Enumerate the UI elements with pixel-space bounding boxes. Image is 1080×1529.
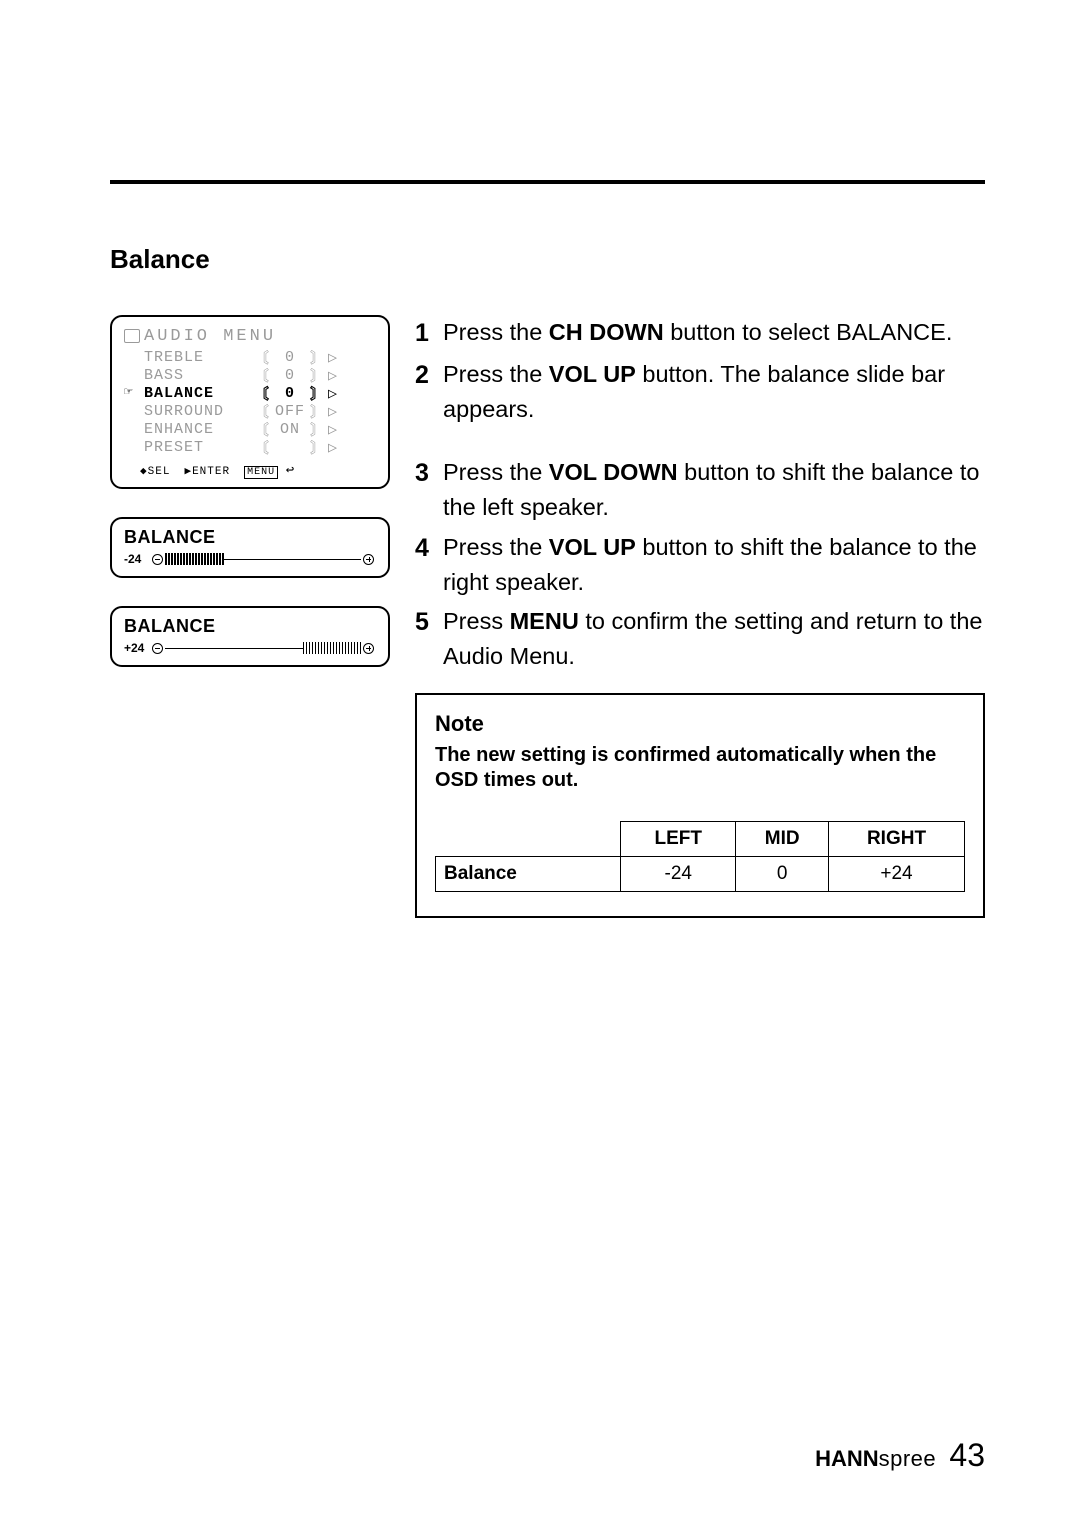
osd-row-value: ON [270,421,310,438]
note-title: Note [435,711,965,737]
page: Balance AUDIO MENU TREBLE〘0〙▷BASS〘0〙▷BAL… [110,180,985,1439]
content-columns: AUDIO MENU TREBLE〘0〙▷BASS〘0〙▷BALANCE〘0〙▷… [110,315,985,918]
balance-value: +24 [124,641,150,655]
step-number: 5 [415,604,443,675]
chevron-right-icon: ▷ [326,348,340,367]
step-number: 2 [415,357,443,428]
balance-slider-row: +24 [124,641,376,655]
slider-ticks [303,642,362,654]
row-label: Balance [436,856,621,891]
osd-row-label: TREBLE [144,349,254,366]
chevron-right-icon: ▷ [326,366,340,385]
table-header-row: LEFT MID RIGHT [436,821,965,856]
minus-icon [152,554,163,565]
osd-rows: TREBLE〘0〙▷BASS〘0〙▷BALANCE〘0〙▷SURROUND〘OF… [122,348,378,456]
osd-row-bass: BASS〘0〙▷ [144,366,378,384]
col-left: LEFT [621,821,736,856]
step-text: Press the VOL UP button. The balance sli… [443,357,985,428]
balance-slider [150,641,376,655]
osd-menu-hint: MENU ↩ [244,462,295,479]
osd-row-label: ENHANCE [144,421,254,438]
osd-row-balance: BALANCE〘0〙▷ [144,384,378,402]
plus-icon [363,554,374,565]
osd-row-value: 0 [270,385,310,402]
step-text: Press the CH DOWN button to select BALAN… [443,315,952,353]
balance-panel-left: BALANCE -24 [110,517,390,578]
bracket-icon: 〘 [254,437,270,458]
osd-row-label: SURROUND [144,403,254,420]
val-right: +24 [829,856,965,891]
balance-value-table: LEFT MID RIGHT Balance -24 0 +24 [435,821,965,892]
steps-group-1: 1Press the CH DOWN button to select BALA… [415,315,985,427]
section-title: Balance [110,244,985,275]
osd-audio-menu: AUDIO MENU TREBLE〘0〙▷BASS〘0〙▷BALANCE〘0〙▷… [110,315,390,489]
balance-slider [150,552,376,566]
osd-row-value: 0 [270,349,310,366]
osd-title: AUDIO MENU [122,327,378,346]
osd-row-label: BALANCE [144,385,254,402]
bracket-icon: 〘 [254,383,270,404]
osd-row-enhance: ENHANCE〘ON〙▷ [144,420,378,438]
table-empty-cell [436,821,621,856]
chevron-right-icon: ▷ [326,438,340,457]
bracket-icon: 〙 [310,383,326,404]
step-2: 2Press the VOL UP button. The balance sl… [415,357,985,428]
plus-icon [363,643,374,654]
osd-row-label: PRESET [144,439,254,456]
balance-panel-title: BALANCE [124,616,376,637]
step-text: Press the VOL UP button to shift the bal… [443,530,985,601]
osd-row-value: 0 [270,367,310,384]
step-3: 3Press the VOL DOWN button to shift the … [415,455,985,526]
left-column: AUDIO MENU TREBLE〘0〙▷BASS〘0〙▷BALANCE〘0〙▷… [110,315,390,918]
step-number: 3 [415,455,443,526]
val-left: -24 [621,856,736,891]
slider-ticks [165,553,224,565]
steps-group-2: 3Press the VOL DOWN button to shift the … [415,455,985,675]
note-box: Note The new setting is confirmed automa… [415,693,985,918]
brand-bold: HANN [815,1446,879,1471]
minus-icon [152,643,163,654]
slider-track [165,648,303,649]
slider-track [224,559,362,560]
step-text: Press the VOL DOWN button to shift the b… [443,455,985,526]
page-number: 43 [949,1437,985,1473]
osd-row-surround: SURROUND〘OFF〙▷ [144,402,378,420]
balance-slider-row: -24 [124,552,376,566]
step-text: Press MENU to confirm the setting and re… [443,604,985,675]
note-text: The new setting is confirmed automatical… [435,743,965,793]
brand-rest: spree [879,1446,937,1471]
val-mid: 0 [736,856,829,891]
osd-footer: ◆SEL ▶ENTER MENU ↩ [122,462,378,479]
chevron-right-icon: ▷ [326,384,340,403]
chevron-right-icon: ▷ [326,402,340,421]
osd-row-preset: PRESET〘 〙▷ [144,438,378,456]
osd-enter-hint: ▶ENTER [184,464,230,478]
balance-value: -24 [124,552,150,566]
balance-panel-right: BALANCE +24 [110,606,390,667]
bracket-icon: 〙 [310,437,326,458]
page-footer: HANNspree 43 [815,1437,985,1474]
step-number: 4 [415,530,443,601]
right-column: 1Press the CH DOWN button to select BALA… [415,315,985,918]
step-4: 4Press the VOL UP button to shift the ba… [415,530,985,601]
osd-sel-hint: ◆SEL [140,464,170,478]
osd-row-treble: TREBLE〘0〙▷ [144,348,378,366]
osd-row-label: BASS [144,367,254,384]
chevron-right-icon: ▷ [326,420,340,439]
col-right: RIGHT [829,821,965,856]
osd-row-value: OFF [270,403,310,420]
step-1: 1Press the CH DOWN button to select BALA… [415,315,985,353]
step-5: 5Press MENU to confirm the setting and r… [415,604,985,675]
table-row: Balance -24 0 +24 [436,856,965,891]
col-mid: MID [736,821,829,856]
horizontal-rule [110,180,985,184]
balance-panel-title: BALANCE [124,527,376,548]
step-number: 1 [415,315,443,353]
